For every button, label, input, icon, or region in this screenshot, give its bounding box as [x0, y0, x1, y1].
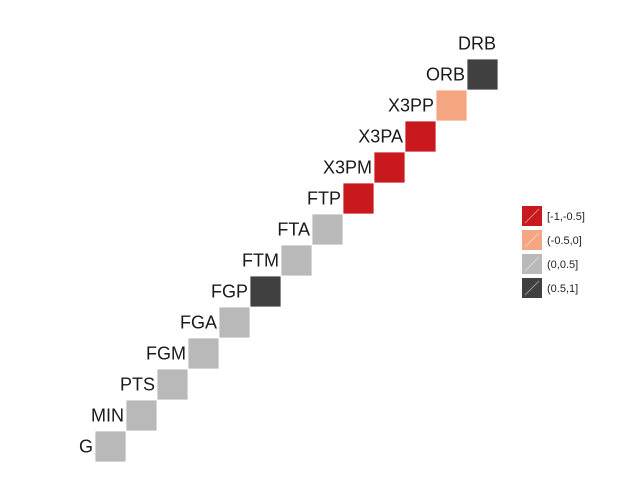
legend-key-slash-1: [524, 208, 540, 224]
var-label-x3pp: X3PP: [388, 96, 434, 116]
var-label-x3pa: X3PA: [358, 127, 403, 147]
cell-drb-x3pm: [373, 151, 406, 184]
legend-label-4: (0.5,1]: [547, 283, 578, 295]
legend-label-2: (-0.5,0]: [547, 235, 582, 247]
cell-drb-orb: [466, 58, 499, 91]
var-label-g: G: [79, 437, 93, 457]
cell-drb-fga: [218, 306, 251, 339]
legend-key-slash-3: [524, 256, 540, 272]
cell-drb-min: [125, 399, 158, 432]
cell-drb-x3pp: [435, 89, 468, 122]
legend-key-3: [522, 254, 542, 274]
cell-drb-g: [94, 430, 127, 463]
cell-drb-ftm: [280, 244, 313, 277]
var-label-fga: FGA: [180, 313, 217, 333]
legend-key-slash-2: [524, 232, 540, 248]
cell-drb-fgm: [187, 337, 220, 370]
variable-labels: G MIN PTS FGM FGA FGP FTM FTA FTP X3PM X3PA X3PP ORB…: [79, 34, 496, 457]
var-label-x3pm: X3PM: [323, 158, 372, 178]
heatmap-cells: [94, 58, 499, 463]
var-label-orb: ORB: [426, 65, 465, 85]
legend-key-1: [522, 206, 542, 226]
legend-key-2: [522, 230, 542, 250]
var-label-drb: DRB: [458, 34, 496, 54]
legend: [-1,-0.5] (-0.5,0] (0,0.5] (0.5,1]: [522, 206, 585, 298]
legend-label-3: (0,0.5]: [547, 259, 578, 271]
cell-drb-fgp: [249, 275, 282, 308]
var-label-fgm: FGM: [146, 344, 186, 364]
var-label-ftp: FTP: [307, 189, 341, 209]
cell-drb-fta: [311, 213, 344, 246]
var-label-ftm: FTM: [242, 251, 279, 271]
var-label-min: MIN: [91, 406, 124, 426]
cell-drb-ftp: [342, 182, 375, 215]
var-label-fgp: FGP: [211, 282, 248, 302]
legend-label-1: [-1,-0.5]: [547, 211, 585, 223]
legend-key-4: [522, 278, 542, 298]
var-label-fta: FTA: [277, 220, 310, 240]
cell-drb-x3pa: [404, 120, 437, 153]
cell-drb-pts: [156, 368, 189, 401]
var-label-pts: PTS: [120, 375, 155, 395]
legend-key-slash-4: [524, 280, 540, 296]
